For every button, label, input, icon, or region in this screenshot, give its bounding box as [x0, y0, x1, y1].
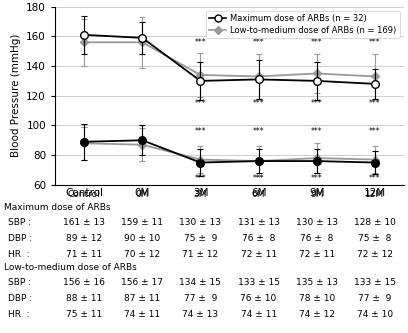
Text: Low-to-medium dose of ARBs: Low-to-medium dose of ARBs [4, 263, 137, 272]
Text: 131 ± 13: 131 ± 13 [237, 218, 279, 227]
Text: 78 ± 10: 78 ± 10 [299, 294, 335, 303]
Text: 71 ± 11: 71 ± 11 [66, 250, 102, 259]
Text: 76 ± 10: 76 ± 10 [240, 294, 277, 303]
Text: Maximum dose of ARBs: Maximum dose of ARBs [4, 203, 111, 212]
Text: ***: *** [253, 127, 264, 136]
Text: SBP :: SBP : [8, 278, 31, 287]
Text: 89 ± 12: 89 ± 12 [66, 234, 102, 243]
Text: 90 ± 10: 90 ± 10 [124, 234, 160, 243]
Text: 76 ±  8: 76 ± 8 [242, 234, 275, 243]
Text: 156 ± 17: 156 ± 17 [121, 278, 163, 287]
Text: 75 ±  9: 75 ± 9 [184, 234, 217, 243]
Text: ***: *** [311, 99, 322, 108]
Text: 9M: 9M [310, 190, 324, 199]
Text: ***: *** [195, 174, 206, 183]
Text: 74 ± 13: 74 ± 13 [182, 310, 219, 319]
Text: ***: *** [311, 38, 322, 47]
Text: 0M: 0M [135, 190, 149, 199]
Text: 74 ± 11: 74 ± 11 [124, 310, 160, 319]
Text: ***: *** [253, 99, 264, 108]
Text: 77 ±  9: 77 ± 9 [184, 294, 217, 303]
Text: ***: *** [311, 174, 322, 183]
Text: ***: *** [195, 99, 206, 108]
Text: 156 ± 16: 156 ± 16 [63, 278, 105, 287]
Text: 75 ±  8: 75 ± 8 [358, 234, 392, 243]
Text: 6M: 6M [252, 190, 265, 199]
Text: DBP :: DBP : [8, 294, 32, 303]
Legend: Maximum dose of ARBs (n = 32), Low-to-medium dose of ARBs (n = 169): Maximum dose of ARBs (n = 32), Low-to-me… [206, 11, 400, 38]
Text: 74 ± 10: 74 ± 10 [357, 310, 393, 319]
Text: ***: *** [195, 127, 206, 136]
Text: 3M: 3M [194, 190, 207, 199]
Text: HR  :: HR : [8, 250, 30, 259]
Text: ***: *** [369, 38, 381, 47]
Text: 72 ± 11: 72 ± 11 [299, 250, 335, 259]
Text: 74 ± 11: 74 ± 11 [240, 310, 277, 319]
Text: 72 ± 11: 72 ± 11 [240, 250, 277, 259]
Text: 128 ± 10: 128 ± 10 [354, 218, 396, 227]
Text: ***: *** [253, 38, 264, 47]
Text: 87 ± 11: 87 ± 11 [124, 294, 160, 303]
Text: 130 ± 13: 130 ± 13 [296, 218, 338, 227]
Text: 72 ± 12: 72 ± 12 [357, 250, 393, 259]
Text: 74 ± 12: 74 ± 12 [299, 310, 335, 319]
Y-axis label: Blood Pressure (mmHg): Blood Pressure (mmHg) [11, 34, 21, 158]
Text: 12M: 12M [365, 190, 384, 199]
Text: 159 ± 11: 159 ± 11 [121, 218, 163, 227]
Text: ***: *** [369, 174, 381, 183]
Text: DBP :: DBP : [8, 234, 32, 243]
Text: 88 ± 11: 88 ± 11 [66, 294, 102, 303]
Text: 75 ± 11: 75 ± 11 [66, 310, 102, 319]
Text: Control: Control [68, 190, 100, 199]
Text: 70 ± 12: 70 ± 12 [124, 250, 160, 259]
Text: 76 ±  8: 76 ± 8 [300, 234, 333, 243]
Text: 133 ± 15: 133 ± 15 [354, 278, 396, 287]
Text: ***: *** [369, 99, 381, 108]
Text: ***: *** [311, 127, 322, 136]
Text: ***: *** [195, 38, 206, 47]
Text: 133 ± 15: 133 ± 15 [237, 278, 279, 287]
Text: 71 ± 12: 71 ± 12 [182, 250, 219, 259]
Text: ***: *** [253, 174, 264, 183]
Text: 135 ± 13: 135 ± 13 [296, 278, 338, 287]
Text: SBP :: SBP : [8, 218, 31, 227]
Text: 161 ± 13: 161 ± 13 [63, 218, 105, 227]
Text: ***: *** [369, 127, 381, 136]
Text: 77 ±  9: 77 ± 9 [358, 294, 392, 303]
Text: HR  :: HR : [8, 310, 30, 319]
Text: 134 ± 15: 134 ± 15 [180, 278, 222, 287]
Text: 130 ± 13: 130 ± 13 [180, 218, 222, 227]
